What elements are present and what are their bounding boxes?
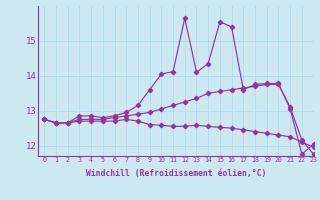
X-axis label: Windchill (Refroidissement éolien,°C): Windchill (Refroidissement éolien,°C) (86, 169, 266, 178)
